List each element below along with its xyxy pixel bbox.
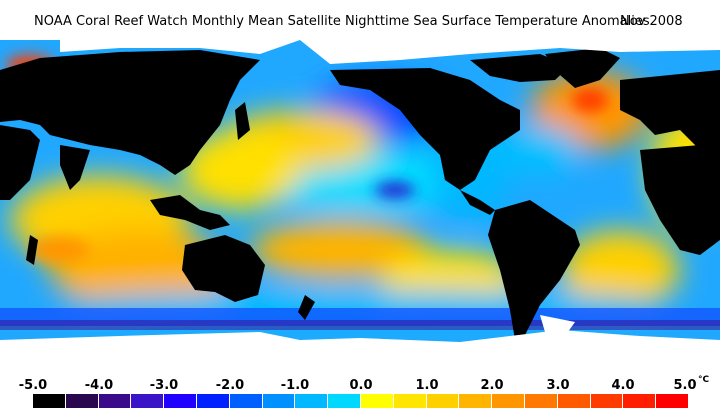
map-date: Nov 2008 [620, 14, 683, 29]
legend-swatch [623, 394, 657, 408]
north-america [330, 68, 520, 190]
land [0, 48, 720, 340]
australia [182, 235, 265, 302]
legend-tick: -5.0 [18, 378, 48, 393]
legend-swatch [459, 394, 493, 408]
legend-swatch [557, 394, 591, 408]
legend-tick-labels: -5.0 -4.0 -3.0 -2.0 -1.0 0.0 1.0 2.0 3.0… [0, 375, 720, 394]
legend-swatch [426, 394, 460, 408]
map-title: NOAA Coral Reef Watch Monthly Mean Satel… [34, 14, 650, 29]
legend-swatch [590, 394, 624, 408]
legend-tick: 4.0 [611, 378, 635, 393]
legend-tick: 0.0 [349, 378, 373, 393]
legend-swatch [164, 394, 197, 408]
legend-unit: °C [698, 375, 710, 385]
arctic-ice [60, 40, 720, 64]
south-america [488, 200, 580, 340]
legend-tick: 2.0 [480, 378, 504, 393]
legend-swatch [229, 394, 263, 408]
legend-tick: -4.0 [84, 378, 114, 393]
legend-swatch [262, 394, 296, 408]
legend-swatch [98, 394, 132, 408]
title-bar: NOAA Coral Reef Watch Monthly Mean Satel… [0, 0, 720, 40]
legend-tick: -2.0 [215, 378, 245, 393]
legend-swatch [328, 394, 361, 408]
legend-swatch [360, 394, 394, 408]
africa [640, 145, 720, 255]
eurasia [620, 70, 720, 160]
legend-swatch [131, 394, 165, 408]
legend-swatch [196, 394, 230, 408]
legend-swatch [656, 394, 689, 408]
legend-swatch [393, 394, 427, 408]
antarctica-ice [0, 315, 720, 371]
legend-swatch [33, 394, 66, 408]
legend-tick: 1.0 [415, 378, 439, 393]
legend-swatch [65, 394, 99, 408]
legend-tick: 3.0 [546, 378, 570, 393]
legend-colorbar [33, 394, 689, 408]
legend-swatch [492, 394, 525, 408]
legend-tick: 5.0 [673, 378, 697, 393]
legend-tick: -1.0 [280, 378, 310, 393]
sst-anomaly-map [0, 40, 720, 371]
legend-swatch [295, 394, 329, 408]
legend-tick: -3.0 [149, 378, 179, 393]
greenland [545, 48, 620, 88]
legend-swatch [524, 394, 558, 408]
